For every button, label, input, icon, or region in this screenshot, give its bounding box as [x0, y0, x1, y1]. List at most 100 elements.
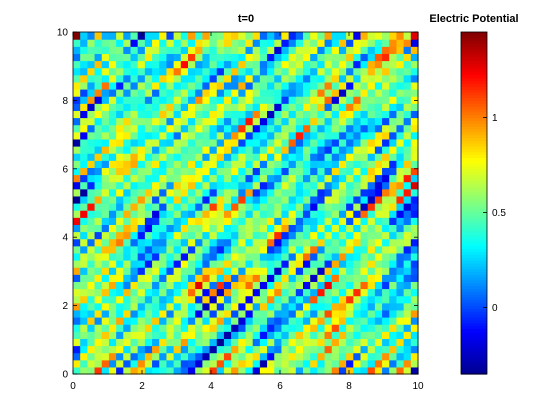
heatmap-cell: [116, 53, 124, 62]
heatmap-cell: [173, 366, 182, 375]
heatmap-cell: [274, 309, 283, 318]
heatmap-cell: [144, 46, 153, 54]
heatmap-cell: [259, 366, 268, 375]
heatmap-cell: [123, 331, 132, 339]
heatmap-cell: [202, 81, 211, 90]
colorbar-segment: [461, 140, 487, 144]
heatmap-cell: [209, 188, 218, 197]
heatmap-cell: [353, 96, 362, 104]
heatmap-cell: [259, 103, 268, 111]
heatmap-cell: [274, 331, 283, 339]
heatmap-cell: [252, 231, 261, 240]
heatmap-cell: [101, 146, 110, 154]
heatmap-cell: [367, 110, 376, 119]
heatmap-cell: [216, 317, 225, 325]
heatmap-cell: [152, 89, 160, 97]
heatmap-cell: [130, 67, 139, 76]
heatmap-cell: [144, 39, 153, 47]
heatmap-cell: [159, 238, 168, 247]
heatmap-cell: [267, 231, 275, 240]
heatmap-cell: [303, 138, 311, 147]
heatmap-cell: [108, 224, 117, 233]
heatmap-cell: [116, 131, 124, 140]
heatmap-cell: [223, 60, 232, 69]
heatmap-cell: [116, 260, 124, 268]
heatmap-cell: [410, 302, 419, 311]
heatmap-cell: [116, 302, 124, 311]
heatmap-cell: [108, 345, 117, 354]
heatmap-cell: [166, 274, 175, 282]
heatmap-cell: [389, 32, 398, 40]
heatmap-cell: [245, 274, 254, 282]
heatmap-cell: [259, 124, 268, 133]
heatmap-cell: [116, 138, 124, 147]
heatmap-cell: [152, 309, 160, 318]
heatmap-cell: [108, 89, 117, 97]
heatmap-cell: [259, 74, 268, 83]
heatmap-cell: [281, 146, 290, 154]
heatmap-cell: [231, 359, 239, 368]
heatmap-cell: [303, 217, 311, 225]
heatmap-cell: [152, 366, 160, 375]
heatmap-cell: [137, 160, 146, 168]
heatmap-cell: [245, 224, 254, 233]
heatmap-cell: [403, 153, 412, 161]
heatmap-cell: [310, 302, 318, 311]
heatmap-cell: [360, 32, 369, 40]
heatmap-cell: [295, 110, 304, 119]
heatmap-cell: [108, 338, 117, 347]
heatmap-cell: [245, 81, 254, 90]
heatmap-cell: [144, 309, 153, 318]
heatmap-cell: [101, 260, 110, 268]
heatmap-cell: [288, 124, 297, 133]
heatmap-cell: [245, 217, 254, 225]
heatmap-cell: [209, 238, 218, 247]
heatmap-cell: [123, 46, 132, 54]
heatmap-cell: [216, 338, 225, 347]
heatmap-cell: [324, 53, 333, 62]
heatmap-cell: [367, 74, 376, 83]
heatmap-cell: [281, 338, 290, 347]
heatmap-cell: [231, 89, 239, 97]
heatmap-cell: [80, 345, 88, 354]
heatmap-cell: [108, 324, 117, 332]
heatmap-cell: [94, 324, 103, 332]
heatmap-cell: [137, 188, 146, 197]
heatmap-cell: [231, 46, 239, 54]
heatmap-cell: [317, 324, 326, 332]
heatmap-cell: [108, 203, 117, 211]
heatmap-cell: [130, 174, 139, 183]
heatmap-cell: [410, 288, 419, 297]
heatmap-cell: [310, 131, 318, 140]
heatmap-cell: [360, 195, 369, 204]
heatmap-cell: [80, 103, 88, 111]
colorbar-segment: [461, 294, 487, 298]
heatmap-cell: [73, 231, 81, 240]
heatmap-cell: [231, 210, 239, 218]
heatmap-cell: [259, 160, 268, 168]
heatmap-cell: [223, 103, 232, 111]
heatmap-cell: [295, 81, 304, 90]
heatmap-cell: [159, 366, 168, 375]
heatmap-cell: [73, 281, 81, 290]
heatmap-cell: [403, 331, 412, 339]
heatmap-cell: [188, 252, 196, 261]
heatmap-cell: [173, 188, 182, 197]
heatmap-cell: [195, 245, 203, 254]
heatmap-cell: [303, 167, 311, 176]
heatmap-cell: [403, 274, 412, 282]
heatmap-cell: [209, 281, 218, 290]
heatmap-cell: [123, 60, 132, 69]
heatmap-cell: [245, 203, 254, 211]
heatmap-cell: [303, 224, 311, 233]
heatmap-cell: [245, 53, 254, 62]
colorbar-segment: [461, 285, 487, 290]
heatmap-cell: [403, 366, 412, 375]
heatmap-cell: [216, 260, 225, 268]
heatmap-cell: [259, 46, 268, 54]
x-tick-label: 4: [208, 381, 214, 392]
heatmap-cell: [87, 46, 96, 54]
heatmap-cell: [259, 288, 268, 297]
heatmap-cell: [80, 138, 88, 147]
heatmap-cell: [389, 224, 398, 233]
